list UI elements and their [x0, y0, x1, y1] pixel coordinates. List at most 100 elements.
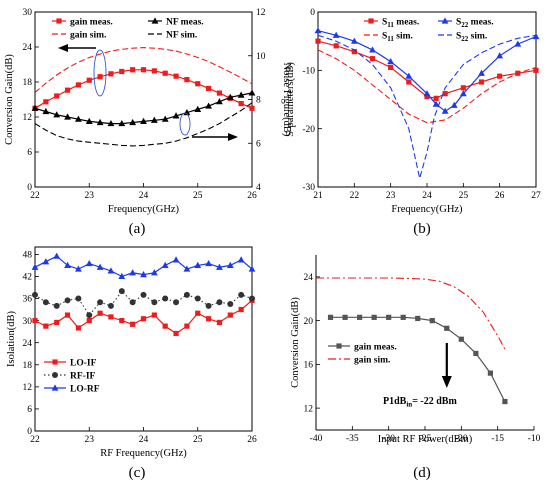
data-point — [140, 291, 147, 298]
y2-tick-label: 4 — [256, 183, 261, 193]
x-tick-label: -35 — [346, 434, 359, 444]
data-point — [369, 56, 376, 62]
data-point — [31, 104, 39, 111]
series-line-rf-if — [34, 290, 253, 317]
x-tick-label: 25 — [193, 191, 203, 201]
data-point — [96, 118, 104, 126]
y-tick-label: 24 — [23, 339, 33, 349]
legend-marker — [336, 343, 342, 349]
data-point — [54, 93, 60, 99]
x-axis-label: Frequency(GHz) — [108, 204, 180, 215]
data-point — [227, 301, 234, 308]
data-point — [150, 269, 158, 276]
data-point — [237, 256, 245, 263]
legend-label: NF meas. — [166, 17, 204, 27]
x-tick-label: 26 — [247, 435, 257, 445]
x-tick-label: 21 — [313, 191, 323, 201]
data-point — [43, 99, 49, 105]
y-tick-label: 18 — [23, 361, 33, 371]
data-point — [173, 299, 180, 306]
x-tick-label: 24 — [139, 191, 149, 201]
data-point — [237, 91, 245, 98]
x-tick-label: 25 — [459, 191, 469, 201]
data-point — [400, 314, 406, 320]
data-point — [64, 87, 71, 93]
x-axis-label: Frequency(GHz) — [391, 204, 463, 215]
data-point — [97, 310, 103, 316]
legend-label: gain meas. — [354, 342, 397, 352]
data-point — [86, 318, 92, 324]
data-point — [86, 312, 93, 319]
y-tick-label: 6 — [27, 148, 32, 158]
data-point — [32, 318, 38, 324]
data-point — [64, 113, 71, 120]
data-point — [53, 302, 60, 309]
y-tick-label: 36 — [23, 295, 33, 305]
data-point — [332, 31, 340, 38]
data-point — [369, 46, 376, 53]
data-point — [64, 312, 71, 318]
data-point — [162, 295, 169, 302]
data-point — [423, 90, 431, 97]
y2-tick-label: 6 — [256, 139, 261, 149]
x-tick-label: -20 — [455, 434, 468, 444]
data-point — [162, 70, 168, 76]
data-point — [315, 38, 321, 44]
data-point — [441, 107, 449, 114]
data-point — [444, 325, 450, 331]
series-highlight-ellipse — [179, 112, 191, 136]
data-point — [129, 118, 137, 126]
x-tick-label: 22 — [30, 435, 40, 445]
y-tick-label: 18 — [23, 78, 33, 88]
data-point — [459, 90, 467, 97]
y-tick-label: 12 — [23, 383, 33, 393]
x-tick-label: 26 — [247, 191, 257, 201]
x-tick-label: 24 — [139, 435, 149, 445]
data-point — [226, 93, 234, 100]
legend-marker — [441, 17, 449, 24]
data-point — [150, 116, 158, 123]
legend-marker — [52, 359, 58, 365]
data-point — [405, 72, 413, 79]
legend-marker — [52, 372, 58, 378]
legend-label: gain sim. — [70, 30, 106, 40]
data-point — [183, 109, 191, 116]
data-point — [195, 310, 201, 316]
series-line-s11-sim- — [317, 49, 537, 124]
data-point — [497, 73, 503, 79]
data-point — [43, 323, 49, 329]
data-point — [129, 299, 136, 306]
data-point — [64, 261, 71, 268]
y2-axis-label: Noise Figure(dB) — [281, 63, 292, 137]
y-axis-label: Isolation(dB) — [6, 311, 17, 367]
data-point — [130, 321, 136, 327]
y-tick-label: 12 — [304, 404, 314, 414]
x-tick-label: 25 — [193, 435, 203, 445]
data-point — [151, 68, 157, 74]
data-point — [172, 112, 180, 119]
legend-marker — [51, 384, 59, 391]
y2-tick-label: 12 — [256, 8, 266, 18]
data-point — [75, 325, 81, 331]
x-tick-label: 24 — [422, 191, 432, 201]
legend-label: gain sim. — [354, 355, 390, 365]
axis-arrow-head-left — [58, 44, 68, 52]
y-tick-label: 30 — [23, 8, 33, 18]
data-point — [433, 95, 439, 101]
y-axis-label: S-parameters(dB) — [285, 62, 296, 137]
x-tick-label: -15 — [491, 434, 504, 444]
data-point — [96, 263, 104, 270]
data-point — [357, 314, 363, 320]
y-tick-label: 48 — [23, 251, 33, 261]
caption-a: (a) — [129, 221, 146, 237]
data-point — [216, 90, 223, 96]
data-point — [387, 57, 395, 65]
y-tick-label: 0 — [27, 427, 32, 437]
legend-label: RF-IF — [70, 371, 96, 381]
caption-c: (c) — [129, 465, 146, 481]
axis-arrow-head-right — [228, 133, 238, 141]
data-point — [248, 89, 256, 96]
panel-c-isolation: 22 23 24 25 26 0 6 12 18 24 30 36 42 48 RF Frequency(G… — [6, 246, 257, 459]
data-point — [458, 336, 464, 342]
